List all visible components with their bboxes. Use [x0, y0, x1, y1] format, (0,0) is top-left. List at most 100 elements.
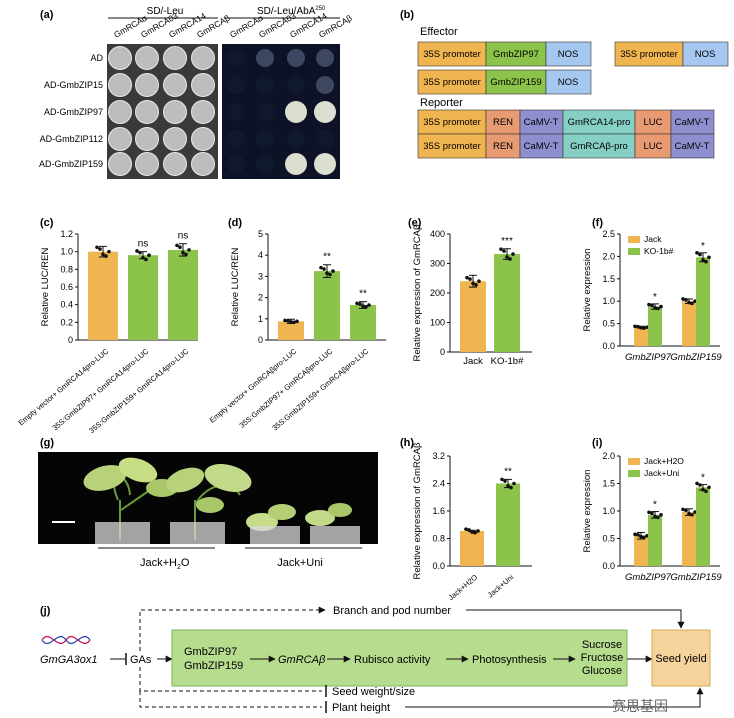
yeast-spot — [256, 155, 274, 173]
chart-f: 0.0 0.5 1.0 1.5 2.0 2.5 Relative expression * Gm… — [582, 229, 722, 363]
data-point — [95, 245, 99, 250]
data-point — [355, 301, 359, 306]
category-label: KO-1b# — [491, 356, 524, 367]
legend-label: Jack+H2O — [644, 456, 684, 466]
yeast-spot — [163, 152, 187, 176]
yeast-spot — [191, 46, 215, 70]
row-label: AD-GmbZIP112 — [40, 134, 103, 144]
category-label: GmbZIP97 — [625, 352, 672, 363]
data-point — [693, 299, 697, 304]
panel-g: (g) Jack+H2O Jack+Uni — [38, 437, 378, 571]
yeast-spot — [135, 73, 159, 97]
yeast-spot — [256, 49, 274, 67]
dna-icon — [41, 635, 91, 645]
panel-label-c: (c) — [40, 217, 54, 229]
effector-title: Effector — [420, 26, 458, 38]
medium-label-1: SD/-Leu — [147, 6, 184, 17]
y-axis-label: Relative expression of GmRCAβ — [412, 442, 423, 579]
y-tick-label: 1.0 — [602, 506, 615, 516]
seed-yield-box — [651, 629, 711, 687]
y-tick-label: 100 — [430, 318, 445, 328]
significance-label: ** — [504, 466, 512, 477]
data-point — [502, 249, 506, 253]
bar — [634, 535, 648, 566]
data-point — [283, 318, 287, 323]
bar — [682, 512, 696, 566]
luc-label: LUC — [643, 141, 662, 152]
data-point — [364, 304, 368, 309]
gmbzip97-label: GmbZIP97 — [493, 49, 539, 60]
data-point — [181, 250, 185, 255]
gmbzip159-label: GmbZIP159 — [490, 77, 541, 88]
solid-branch-path — [466, 609, 685, 629]
yeast-spot — [287, 49, 305, 67]
solid-height-path — [405, 687, 704, 708]
y-tick-label: 2.4 — [432, 479, 445, 489]
row-label: AD-GmbZIP15 — [44, 80, 103, 90]
bar — [460, 281, 486, 352]
seed-yield-label: Seed yield — [655, 653, 706, 665]
data-point — [319, 265, 323, 270]
data-point — [361, 304, 365, 308]
y-tick-label: 0 — [68, 335, 73, 345]
y-tick-label: 0.5 — [602, 319, 615, 329]
data-point — [477, 279, 481, 284]
data-point — [650, 511, 654, 516]
ren-box — [485, 133, 521, 159]
yeast-spot — [227, 155, 245, 173]
y-tick-label: 1.0 — [602, 296, 615, 306]
data-point — [476, 529, 480, 533]
camv-label: CaMV-T — [524, 117, 559, 128]
panel-label-j: (j) — [40, 605, 51, 617]
data-point — [471, 281, 475, 286]
nos-box — [545, 69, 592, 95]
bar — [350, 305, 376, 340]
bar — [494, 254, 520, 352]
data-point — [659, 304, 663, 309]
yeast-spot — [163, 46, 187, 70]
plant-illustration — [52, 457, 360, 544]
data-point — [141, 255, 145, 260]
reporter-title: Reporter — [420, 97, 463, 109]
rcab-label: GmRCAβ — [278, 654, 326, 666]
camv-box — [670, 109, 715, 135]
data-point — [684, 298, 688, 302]
bar — [682, 301, 696, 346]
data-point — [464, 527, 468, 531]
data-point — [509, 485, 513, 490]
data-point — [499, 247, 503, 251]
yeast-spot — [316, 49, 334, 67]
data-point — [707, 485, 711, 490]
data-point — [704, 259, 708, 264]
yeast-spot — [256, 103, 274, 121]
data-point — [693, 510, 697, 514]
bar — [634, 327, 648, 346]
promoter-label: 35S promoter — [620, 49, 678, 60]
y-tick-label: 0 — [258, 335, 263, 345]
bar — [496, 483, 520, 566]
luc-box — [634, 109, 672, 135]
category-label: GmbZIP159 — [670, 352, 722, 363]
data-point — [101, 252, 105, 257]
data-point — [505, 255, 509, 259]
data-point — [645, 325, 649, 329]
y-tick-label: 2.5 — [602, 229, 615, 239]
chart-i: 0.0 0.5 1.0 1.5 2.0 Relative expression * GmbZI… — [582, 451, 722, 583]
yeast-spot — [191, 73, 215, 97]
bar — [648, 306, 662, 346]
promoter-box — [614, 41, 684, 67]
data-point — [690, 512, 694, 517]
y-axis-label: Relative expression of GmRCAβ — [412, 224, 423, 361]
data-point — [292, 320, 296, 325]
category-label: GmbZIP159 — [670, 572, 722, 583]
significance-label: ns — [138, 239, 149, 250]
data-point — [701, 258, 705, 262]
sucrose-label: Sucrose — [582, 639, 622, 651]
camv-label: CaMV-T — [675, 141, 710, 152]
y-axis-label: Relative expression — [582, 249, 593, 332]
y-tick-label: 400 — [430, 229, 445, 239]
data-point — [633, 532, 637, 537]
data-point — [325, 271, 329, 275]
y-axis-label: Relative expression — [582, 470, 593, 553]
